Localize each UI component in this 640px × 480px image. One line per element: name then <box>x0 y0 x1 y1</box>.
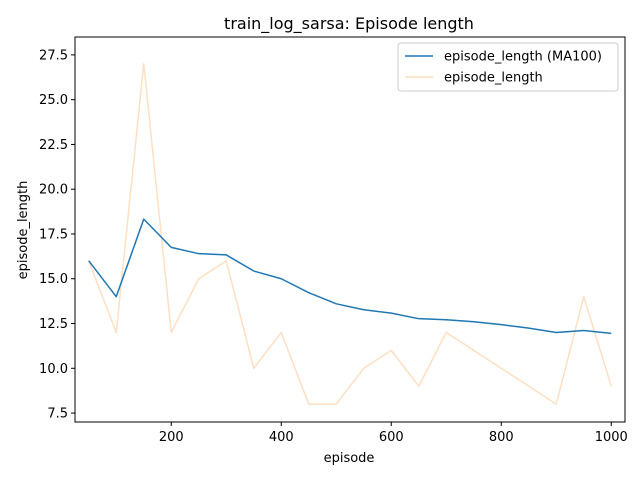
series-line-ma100 <box>88 218 612 335</box>
y-tick-label: 15.0 <box>39 272 68 287</box>
x-tick-label: 800 <box>489 430 514 445</box>
y-tick-label: 12.5 <box>39 317 68 332</box>
series-layer <box>88 63 612 405</box>
axes-frame <box>74 36 626 423</box>
x-tick-label: 1000 <box>595 430 628 445</box>
chart-title: train_log_sarsa: Episode length <box>224 14 474 34</box>
y-tick-label: 10.0 <box>39 362 68 377</box>
y-tick-label: 27.5 <box>39 48 68 63</box>
y-tick-label: 22.5 <box>39 138 68 153</box>
x-tick-label: 600 <box>379 430 404 445</box>
y-tick-label: 17.5 <box>39 227 68 242</box>
legend: episode_length (MA100) episode_length <box>397 42 619 92</box>
y-axis-label: episode_length <box>16 181 31 280</box>
series-line-raw <box>88 63 612 405</box>
x-axis: 200 400 600 800 1000 <box>159 422 628 445</box>
legend-label-raw: episode_length <box>444 71 543 86</box>
y-tick-label: 25.0 <box>39 93 68 108</box>
y-tick-label: 7.5 <box>47 407 68 422</box>
legend-label-ma100: episode_length (MA100) <box>444 50 602 65</box>
y-axis: 7.5 10.0 12.5 15.0 17.5 20.0 22.5 25.0 27.5 <box>39 48 75 422</box>
legend-box <box>397 42 619 92</box>
y-tick-label: 20.0 <box>39 183 68 198</box>
plot-area: 200 400 600 800 1000 7.5 10.0 12.5 15.0 17.5 20.0… <box>39 36 628 445</box>
x-tick-label: 200 <box>159 430 184 445</box>
x-tick-label: 400 <box>269 430 294 445</box>
x-axis-label: episode <box>324 451 375 466</box>
